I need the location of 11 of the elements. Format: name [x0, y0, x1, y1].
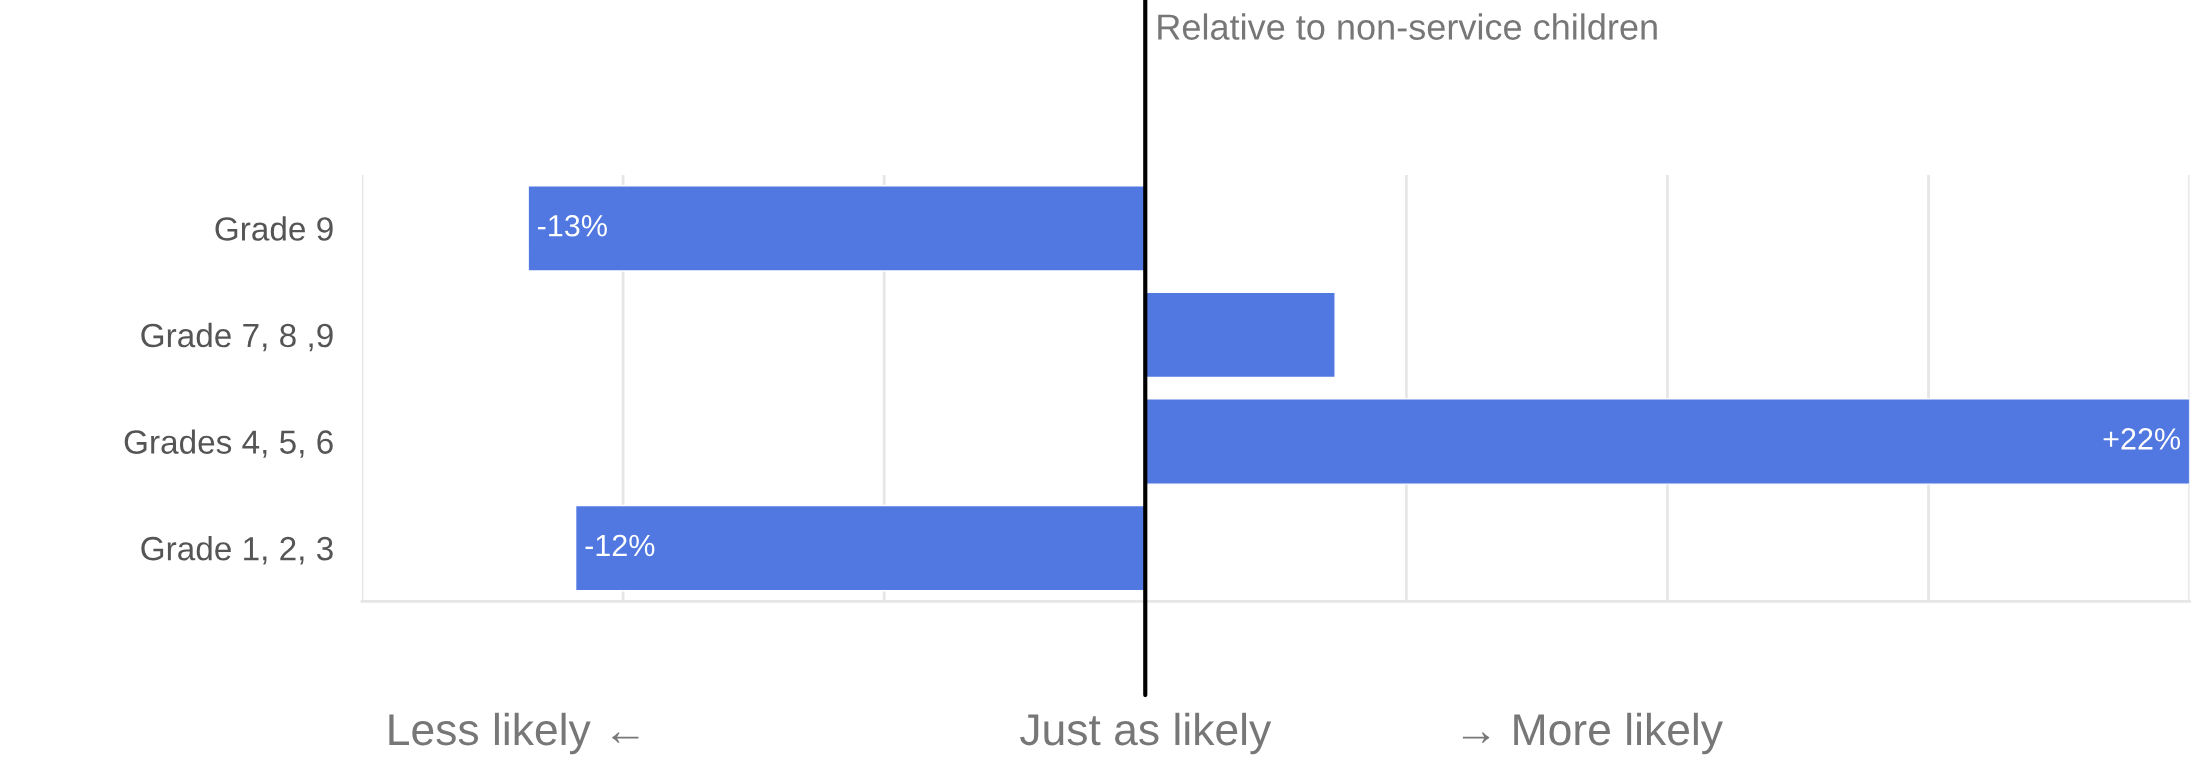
ref-line-label: Just as likely — [1020, 712, 1272, 755]
data-label: +22% — [2103, 428, 2181, 450]
y-tick-label: Grade 1, 2, 3 — [141, 535, 333, 565]
text: Relative to non-service children — [1158, 13, 1657, 40]
y-tick-label: Grades 4, 5, 6 — [124, 429, 333, 458]
data-label: -12% — [585, 534, 655, 557]
y-tick-label: Grade 7, 8 ,9 — [141, 322, 333, 352]
text: Less likely ← — [389, 712, 639, 755]
text: → More likely — [1462, 712, 1723, 755]
data-label: -13% — [538, 214, 607, 237]
y-tick-label: Grade 9 — [215, 216, 333, 241]
